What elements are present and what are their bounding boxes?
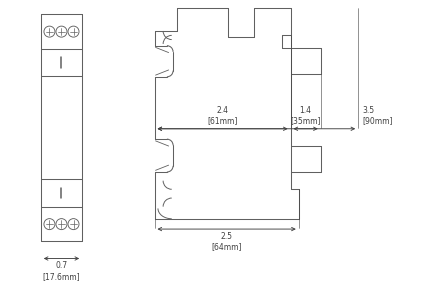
Text: 2.4
[61mm]: 2.4 [61mm] [207,106,238,125]
Text: 1.4
[35mm]: 1.4 [35mm] [290,106,321,125]
Text: 0.7
[17.6mm]: 0.7 [17.6mm] [43,261,80,281]
Text: 3.5
[90mm]: 3.5 [90mm] [362,106,393,125]
Text: 2.5
[64mm]: 2.5 [64mm] [211,232,242,251]
